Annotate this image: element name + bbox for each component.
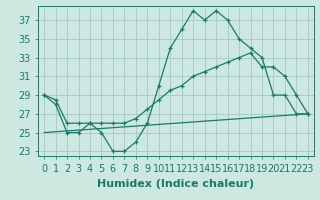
X-axis label: Humidex (Indice chaleur): Humidex (Indice chaleur) [97,179,255,189]
